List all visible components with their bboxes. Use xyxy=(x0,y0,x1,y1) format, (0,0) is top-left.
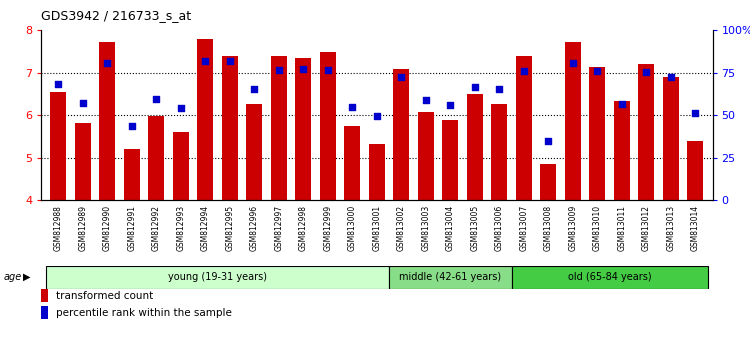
Text: GSM813013: GSM813013 xyxy=(666,205,675,251)
Point xyxy=(395,74,407,80)
Text: GSM812993: GSM812993 xyxy=(176,205,185,251)
Bar xyxy=(467,94,483,200)
Point xyxy=(322,68,334,73)
Bar xyxy=(197,39,213,200)
Text: percentile rank within the sample: percentile rank within the sample xyxy=(56,308,232,318)
Text: GSM812999: GSM812999 xyxy=(323,205,332,251)
Text: GSM813011: GSM813011 xyxy=(617,205,626,251)
Bar xyxy=(271,56,286,200)
Bar xyxy=(296,58,311,200)
Text: GSM813001: GSM813001 xyxy=(373,205,382,251)
Text: GSM812990: GSM812990 xyxy=(103,205,112,251)
Text: GDS3942 / 216733_s_at: GDS3942 / 216733_s_at xyxy=(41,9,191,22)
Text: GSM813000: GSM813000 xyxy=(348,205,357,251)
Bar xyxy=(100,42,116,200)
Bar xyxy=(148,116,164,200)
Point xyxy=(298,66,310,72)
Text: GSM812992: GSM812992 xyxy=(152,205,161,251)
Text: ▶: ▶ xyxy=(22,272,30,282)
Point xyxy=(200,58,211,63)
Bar xyxy=(516,56,532,200)
Text: GSM812994: GSM812994 xyxy=(201,205,210,251)
Text: GSM812991: GSM812991 xyxy=(128,205,136,251)
Text: transformed count: transformed count xyxy=(56,291,154,301)
Point xyxy=(346,104,358,109)
Bar xyxy=(614,102,630,200)
Text: GSM813009: GSM813009 xyxy=(568,205,578,251)
Bar xyxy=(50,92,66,200)
Point xyxy=(664,74,676,80)
Point xyxy=(616,102,628,107)
Bar xyxy=(394,69,410,200)
Text: old (65-84 years): old (65-84 years) xyxy=(568,272,652,282)
Text: GSM813010: GSM813010 xyxy=(592,205,602,251)
Bar xyxy=(565,42,580,200)
Point xyxy=(444,102,456,108)
Point xyxy=(175,105,187,111)
Text: age: age xyxy=(4,272,22,282)
Point xyxy=(224,58,236,63)
Bar xyxy=(418,112,434,200)
Bar xyxy=(173,132,189,200)
Point xyxy=(77,100,89,106)
Point xyxy=(469,85,481,90)
Bar xyxy=(75,123,91,200)
Point xyxy=(126,123,138,129)
Bar xyxy=(663,77,679,200)
Bar xyxy=(541,164,556,200)
Text: GSM813004: GSM813004 xyxy=(446,205,454,251)
Bar xyxy=(688,141,703,200)
Point xyxy=(420,97,432,103)
Text: GSM813003: GSM813003 xyxy=(422,205,430,251)
Bar xyxy=(247,104,262,200)
Point xyxy=(53,82,64,87)
Text: GSM813014: GSM813014 xyxy=(691,205,700,251)
Point xyxy=(101,61,113,66)
Bar xyxy=(320,52,336,200)
Bar xyxy=(442,120,458,200)
Point xyxy=(371,114,383,119)
Text: GSM813005: GSM813005 xyxy=(470,205,479,251)
Text: GSM813012: GSM813012 xyxy=(642,205,651,251)
Point xyxy=(542,138,554,144)
FancyBboxPatch shape xyxy=(46,266,389,289)
Point xyxy=(689,110,701,116)
Bar xyxy=(638,64,654,200)
Point xyxy=(518,68,530,74)
Text: GSM812995: GSM812995 xyxy=(226,205,235,251)
Point xyxy=(151,96,163,102)
Point xyxy=(248,86,260,92)
Text: GSM812996: GSM812996 xyxy=(250,205,259,251)
Point xyxy=(567,61,579,66)
Point xyxy=(494,86,506,92)
Bar xyxy=(590,68,605,200)
Text: young (19-31 years): young (19-31 years) xyxy=(168,272,267,282)
Bar xyxy=(491,104,507,200)
FancyBboxPatch shape xyxy=(512,266,707,289)
Text: GSM813008: GSM813008 xyxy=(544,205,553,251)
Bar xyxy=(124,149,140,200)
Text: GSM812988: GSM812988 xyxy=(54,205,63,251)
Text: GSM812998: GSM812998 xyxy=(299,205,308,251)
Bar xyxy=(222,56,238,200)
Text: GSM813007: GSM813007 xyxy=(519,205,528,251)
Text: GSM812989: GSM812989 xyxy=(79,205,88,251)
Point xyxy=(591,68,603,74)
Text: middle (42-61 years): middle (42-61 years) xyxy=(399,272,502,282)
Point xyxy=(273,68,285,73)
Bar xyxy=(344,126,360,200)
Point xyxy=(640,69,652,75)
Bar xyxy=(369,144,385,200)
Text: GSM813002: GSM813002 xyxy=(397,205,406,251)
Text: GSM812997: GSM812997 xyxy=(274,205,284,251)
Text: GSM813006: GSM813006 xyxy=(495,205,504,251)
FancyBboxPatch shape xyxy=(389,266,512,289)
